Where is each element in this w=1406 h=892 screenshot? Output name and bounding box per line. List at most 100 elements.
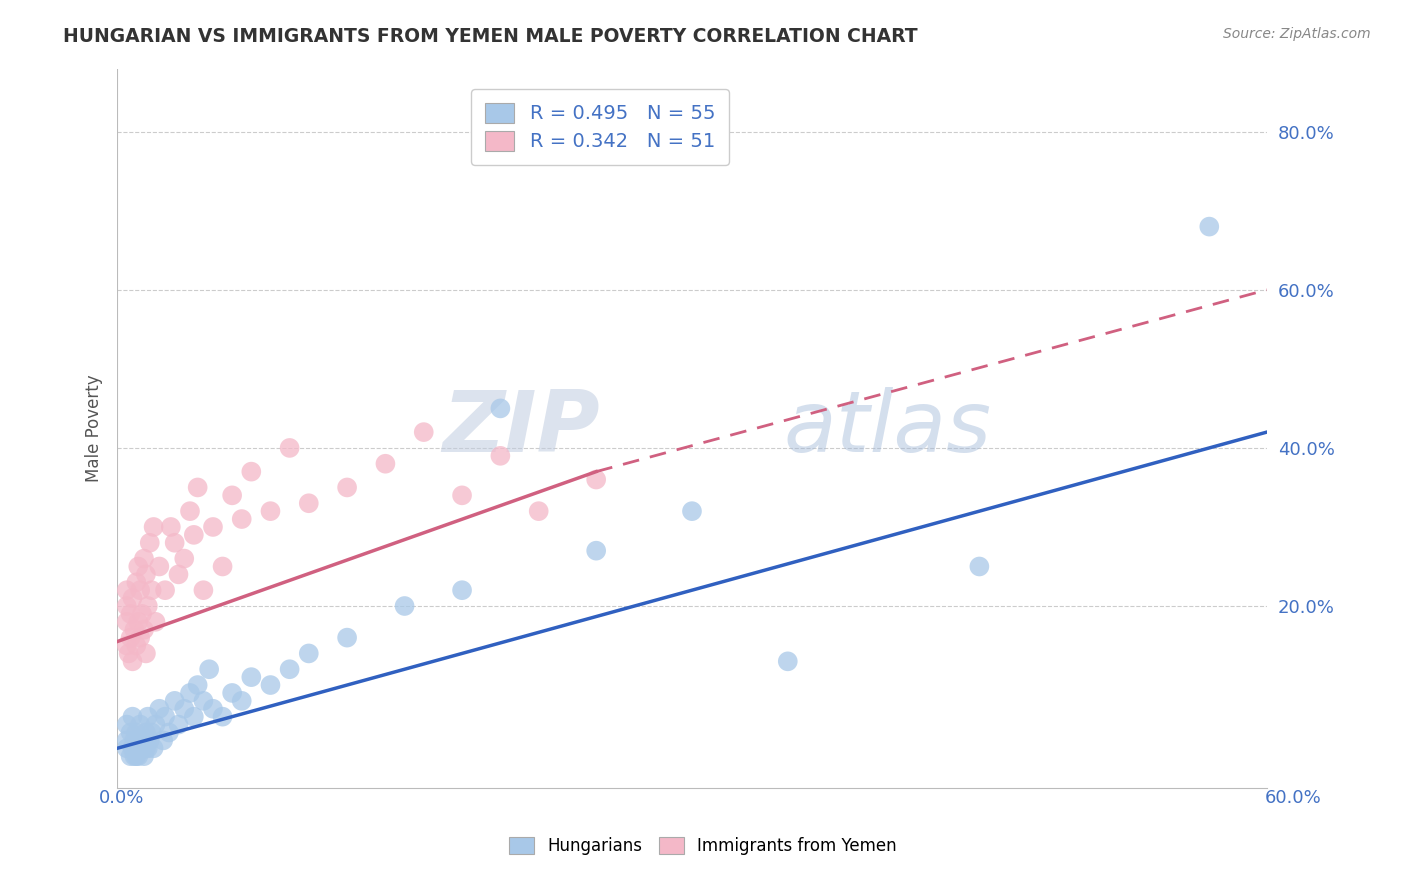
Point [124,623,146,637]
Point [148,702,170,716]
Point [132,551,155,566]
Point [157,725,180,739]
Point [115,639,138,653]
Text: ZIP: ZIP [443,386,600,470]
Point [118,647,141,661]
Point [131,607,153,621]
Point [183,528,205,542]
Point [336,631,359,645]
Point [135,725,157,739]
Point [259,504,281,518]
Text: atlas: atlas [785,386,993,470]
Point [115,733,138,747]
Point [141,725,163,739]
Point [115,717,138,731]
Point [152,733,174,747]
Point [141,583,163,598]
Point [298,496,321,510]
Point [124,733,146,747]
Point [527,504,550,518]
Point [681,504,703,518]
Point [278,662,301,676]
Point [127,615,149,629]
Point [148,559,170,574]
Point [135,567,157,582]
Point [136,599,159,613]
Point [240,670,263,684]
Point [187,480,209,494]
Point [139,733,162,747]
Point [120,631,142,645]
Text: 60.0%: 60.0% [1265,789,1322,806]
Point [129,631,152,645]
Point [125,749,148,764]
Text: Source: ZipAtlas.com: Source: ZipAtlas.com [1223,27,1371,41]
Point [142,520,165,534]
Point [115,741,138,756]
Point [127,559,149,574]
Text: HUNGARIAN VS IMMIGRANTS FROM YEMEN MALE POVERTY CORRELATION CHART: HUNGARIAN VS IMMIGRANTS FROM YEMEN MALE … [63,27,918,45]
Point [211,559,233,574]
Point [394,599,416,613]
Point [127,733,149,747]
Point [131,733,153,747]
Point [129,717,152,731]
Point [336,480,359,494]
Point [585,543,607,558]
Point [121,654,143,668]
Point [120,725,142,739]
Point [1198,219,1220,234]
Point [127,749,149,764]
Point [240,465,263,479]
Point [374,457,396,471]
Point [183,709,205,723]
Point [167,717,190,731]
Point [135,647,157,661]
Point [121,709,143,723]
Point [115,583,138,598]
Point [179,686,201,700]
Point [451,488,474,502]
Point [163,694,186,708]
Point [125,741,148,756]
Point [585,473,607,487]
Point [132,623,155,637]
Point [179,504,201,518]
Point [163,535,186,549]
Point [129,741,152,756]
Point [121,741,143,756]
Point [969,559,991,574]
Point [489,401,512,416]
Point [489,449,512,463]
Point [167,567,190,582]
Point [139,535,162,549]
Point [125,725,148,739]
Point [120,749,142,764]
Point [198,662,221,676]
Point [153,709,176,723]
Point [173,551,195,566]
Point [221,686,243,700]
Y-axis label: Male Poverty: Male Poverty [86,375,103,482]
Point [136,741,159,756]
Point [298,647,321,661]
Point [135,741,157,756]
Point [132,749,155,764]
Point [278,441,301,455]
Point [193,583,215,598]
Point [125,575,148,590]
Point [173,702,195,716]
Point [259,678,281,692]
Point [120,607,142,621]
Point [412,425,434,439]
Point [124,749,146,764]
Point [145,615,167,629]
Point [115,615,138,629]
Point [231,694,253,708]
Point [451,583,474,598]
Point [193,694,215,708]
Text: 0.0%: 0.0% [98,789,143,806]
Point [201,702,224,716]
Point [145,717,167,731]
Point [136,709,159,723]
